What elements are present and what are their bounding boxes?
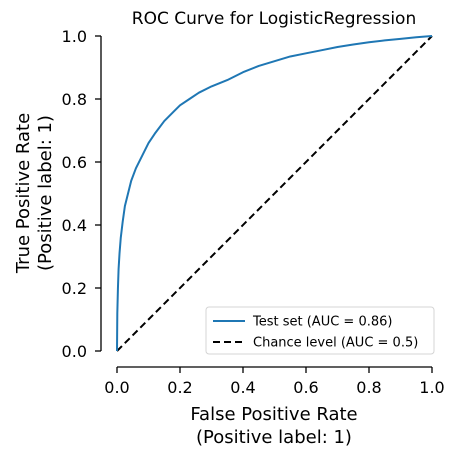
y-tick-label: 0.6 (62, 153, 87, 172)
y-axis-label-line2: (Positive label: 1) (35, 115, 56, 271)
y-ticks: 0.0 0.2 0.4 0.6 0.8 1.0 (62, 27, 101, 361)
y-tick-label: 0.0 (62, 342, 87, 361)
x-ticks: 0.0 0.2 0.4 0.6 0.8 1.0 (104, 367, 445, 397)
x-tick-label: 0.0 (104, 378, 129, 397)
legend-box (205, 306, 435, 355)
y-axis-label-line1: True Positive Rate (13, 113, 34, 274)
x-tick-label: 0.6 (293, 378, 318, 397)
chart-title: ROC Curve for LogisticRegression (132, 9, 416, 29)
roc-curve-test-set (116, 35, 433, 352)
x-axis-label-line2: (Positive label: 1) (196, 427, 352, 448)
plot-area (116, 35, 433, 352)
y-tick-label: 0.8 (62, 90, 87, 109)
x-tick-label: 0.8 (356, 378, 381, 397)
legend-label-test-set: Test set (AUC = 0.86) (252, 315, 392, 330)
chance-level-line (116, 35, 433, 352)
y-tick-label: 0.2 (62, 279, 87, 298)
y-tick-label: 1.0 (62, 27, 87, 46)
axes: 0.0 0.2 0.4 0.6 0.8 1.0 0.0 0.2 0.4 0.6 0.8 1.0 (62, 27, 445, 397)
x-tick-label: 1.0 (419, 378, 444, 397)
legend: Test set (AUC = 0.86) Chance level (AUC … (205, 306, 435, 355)
y-tick-label: 0.4 (62, 216, 87, 235)
x-tick-label: 0.2 (167, 378, 192, 397)
x-tick-label: 0.4 (230, 378, 255, 397)
x-axis-label-line1: False Positive Rate (190, 404, 357, 425)
legend-label-chance-level: Chance level (AUC = 0.5) (253, 336, 418, 351)
